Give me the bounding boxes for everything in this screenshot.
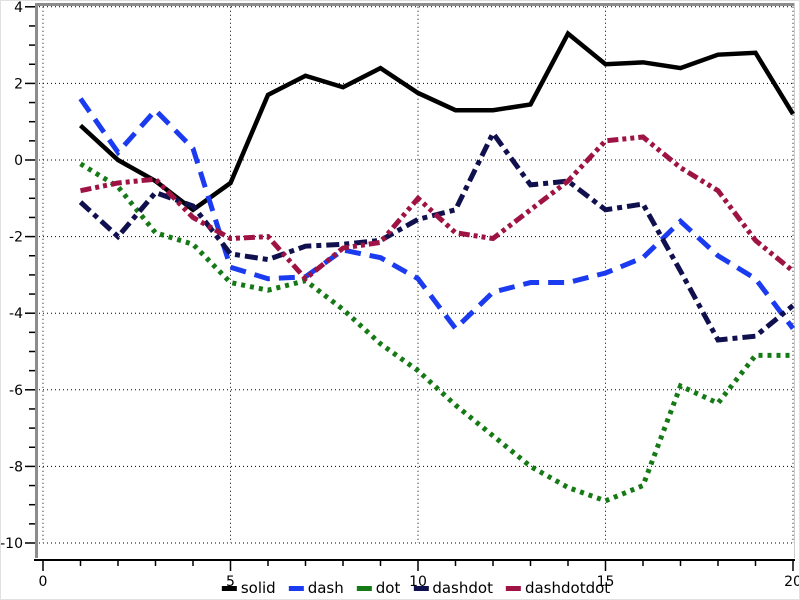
y-minor-tick--7.5 — [29, 446, 35, 448]
x-minor-tick-7 — [304, 561, 307, 566]
series-line-solid — [78, 30, 795, 213]
y-major-tick-0.0 — [25, 159, 35, 161]
y-minor-tick--1.0 — [29, 197, 35, 200]
plot-area — [38, 3, 794, 558]
y-major-tick-2.0 — [25, 82, 35, 85]
series-line-dashdotdot — [79, 134, 795, 283]
y-minor-tick--0.5 — [29, 178, 35, 180]
x-minor-tick-4 — [192, 561, 194, 566]
y-tick-label-2: 2 — [14, 76, 23, 92]
frame-left — [35, 3, 38, 558]
x-major-tick-5 — [229, 561, 232, 571]
y-minor-tick--6.5 — [29, 408, 35, 410]
x-major-tick-20 — [792, 561, 794, 571]
legend-label: solid — [240, 579, 276, 597]
y-minor-tick-0.5 — [29, 140, 35, 142]
y-minor-tick--7.0 — [29, 427, 35, 429]
y-minor-tick--9.5 — [29, 523, 35, 525]
x-minor-tick-19 — [754, 561, 757, 566]
y-tick-label-0: 0 — [14, 153, 23, 169]
y-major-tick--6.0 — [25, 389, 35, 391]
chart-legend: solid dash dot dashdot dashdotdot — [221, 579, 611, 597]
legend-item-dashdot: dashdot — [413, 579, 493, 597]
x-minor-tick-3 — [154, 561, 157, 566]
y-minor-tick-3.5 — [29, 25, 35, 27]
x-tick-label-5: 5 — [226, 574, 235, 590]
y-minor-tick-3.0 — [29, 44, 35, 46]
series-line-dash — [78, 97, 795, 333]
y-minor-tick--3.5 — [29, 293, 35, 295]
y-minor-tick-1.0 — [29, 120, 35, 123]
y-tick-label--8: -8 — [9, 459, 23, 475]
y-minor-tick--8.5 — [29, 484, 35, 487]
legend-swatch-icon-dashdot — [413, 585, 429, 591]
frame-top — [37, 3, 795, 6]
x-minor-tick-13 — [529, 561, 532, 566]
series-line-dot — [79, 161, 793, 504]
x-minor-tick-8 — [342, 561, 344, 566]
legend-label: dash — [307, 579, 344, 597]
legend-swatch-icon-solid — [221, 585, 237, 591]
y-minor-tick-1.5 — [29, 101, 35, 104]
y-minor-tick--9.0 — [29, 503, 35, 506]
y-major-tick--2.0 — [25, 235, 35, 238]
x-minor-tick-2 — [117, 561, 119, 566]
x-major-tick-15 — [604, 561, 607, 571]
y-tick-label-4: 4 — [14, 1, 23, 16]
y-minor-tick--4.5 — [29, 331, 35, 334]
x-minor-tick-18 — [717, 561, 719, 566]
y-tick-label--4: -4 — [9, 306, 23, 322]
legend-item-dot: dot — [356, 579, 401, 597]
y-tick-label--10: -10 — [1, 536, 23, 552]
x-axis-line — [34, 559, 795, 561]
legend-label: dot — [375, 579, 401, 597]
legend-item-dash: dash — [288, 579, 344, 597]
y-minor-tick--3.0 — [29, 274, 35, 276]
x-major-tick-10 — [417, 561, 419, 571]
x-tick-label-0: 0 — [39, 574, 48, 590]
y-minor-tick-2.5 — [29, 63, 35, 65]
y-minor-tick--1.5 — [29, 216, 35, 219]
x-tick-label-15: 15 — [597, 574, 615, 590]
legend-item-dashdotdot: dashdotdot — [505, 579, 611, 597]
x-minor-tick-17 — [679, 561, 682, 566]
legend-label: dashdotdot — [524, 579, 611, 597]
x-minor-tick-14 — [567, 561, 569, 566]
y-major-tick--10.0 — [25, 542, 35, 544]
x-minor-tick-12 — [492, 561, 494, 566]
y-tick-label--2: -2 — [9, 230, 23, 246]
legend-swatch-icon-dash — [288, 585, 304, 591]
x-minor-tick-16 — [642, 561, 644, 566]
x-minor-tick-1 — [79, 561, 82, 566]
x-minor-tick-9 — [379, 561, 382, 566]
legend-swatch-icon-dashdotdot — [505, 585, 521, 591]
y-minor-tick--2.5 — [29, 255, 35, 257]
x-major-tick-0 — [42, 561, 44, 571]
y-major-tick--4.0 — [25, 312, 35, 314]
x-minor-tick-6 — [267, 561, 269, 566]
y-major-tick-4.0 — [25, 6, 35, 8]
y-minor-tick--5.5 — [29, 369, 35, 372]
x-minor-tick-11 — [454, 561, 457, 566]
y-major-tick--8.0 — [25, 465, 35, 468]
y-tick-label--6: -6 — [9, 383, 23, 399]
legend-swatch-icon-dot — [356, 585, 372, 591]
legend-label: dashdot — [432, 579, 493, 597]
legend-item-solid: solid — [221, 579, 276, 597]
x-tick-label-20: 20 — [784, 574, 800, 590]
y-minor-tick--5.0 — [29, 350, 35, 353]
